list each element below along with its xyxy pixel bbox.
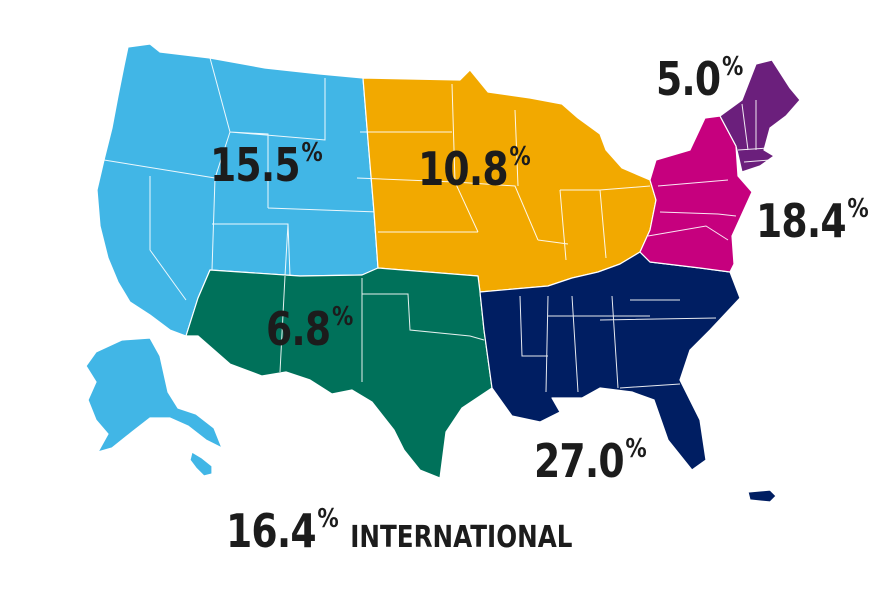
region-mid-atlantic	[639, 115, 753, 273]
international-unit: %	[317, 504, 339, 534]
puerto-rico	[747, 489, 777, 503]
mid-atlantic-value: 18.4	[756, 194, 847, 248]
southwest-value: 6.8	[266, 302, 331, 356]
southeast-value: 27.0	[534, 434, 625, 488]
southeast-state-lines	[519, 295, 717, 393]
hawaii	[189, 451, 213, 477]
region-west	[85, 43, 379, 477]
southeast-area	[479, 251, 741, 471]
label-mid-atlantic: 18.4%	[756, 196, 869, 244]
midwest-unit: %	[509, 142, 531, 172]
new-england-unit: %	[722, 52, 744, 82]
new-england-state-lines	[737, 100, 771, 163]
international-value: 16.4	[226, 504, 317, 558]
new-england-value: 5.0	[656, 52, 721, 106]
region-new-england	[719, 59, 801, 173]
label-southeast: 27.0%	[534, 436, 647, 484]
region-southeast	[479, 251, 777, 503]
southwest-area	[185, 267, 493, 479]
mid-atlantic-state-lines	[647, 179, 737, 241]
label-southwest: 6.8%	[266, 304, 353, 352]
label-west: 15.5%	[210, 140, 323, 188]
southeast-unit: %	[625, 434, 647, 464]
west-unit: %	[301, 138, 323, 168]
midwest-state-lines	[356, 83, 651, 261]
region-southwest	[185, 267, 493, 479]
label-international: 16.4% INTERNATIONAL	[226, 506, 573, 555]
alaska	[85, 337, 223, 453]
label-new-england: 5.0%	[656, 54, 743, 102]
international-label: INTERNATIONAL	[350, 520, 573, 555]
mid-atlantic-unit: %	[847, 194, 869, 224]
new-england-area	[719, 59, 801, 173]
southwest-state-lines	[279, 275, 485, 382]
label-midwest: 10.8%	[418, 144, 531, 192]
west-value: 15.5	[210, 138, 301, 192]
southwest-unit: %	[332, 302, 354, 332]
west-state-lines	[103, 57, 379, 301]
midwest-value: 10.8	[418, 142, 509, 196]
